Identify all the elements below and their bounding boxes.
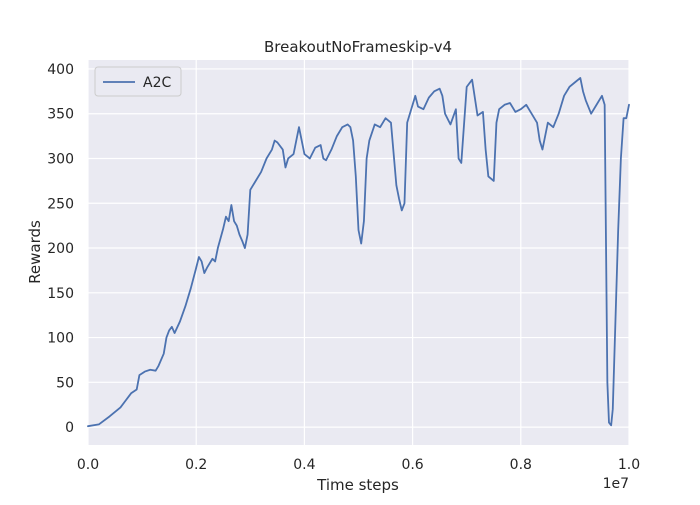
x-tick-label: 0.4	[293, 457, 315, 473]
series-line-a2c	[87, 77, 630, 428]
y-tick-label: 150	[47, 286, 74, 302]
y-tick-label: 350	[47, 107, 74, 123]
x-axis-ticks: 0.0 0.2 0.4 0.6 0.8 1.0	[77, 457, 640, 473]
series-layer	[87, 77, 630, 428]
x-axis-offset-label: 1e7	[603, 476, 629, 492]
x-axis-label: Time steps	[316, 476, 399, 494]
x-tick-label: 0.8	[510, 457, 532, 473]
legend-box	[94, 66, 182, 97]
y-tick-label: 200	[47, 241, 74, 257]
y-tick-label: 400	[47, 62, 74, 78]
y-tick-label: 250	[47, 196, 74, 212]
legend: A2C	[94, 66, 182, 97]
y-tick-label: 50	[56, 375, 74, 391]
y-axis-label: Rewards	[26, 220, 44, 284]
y-tick-label: 300	[47, 151, 74, 167]
x-tick-label: 0.0	[77, 457, 99, 473]
grid-lines	[87, 60, 630, 445]
plot-area-background	[88, 60, 629, 445]
chart-title: BreakoutNoFrameskip-v4	[264, 38, 452, 56]
y-tick-label: 0	[65, 420, 74, 436]
y-tick-label: 100	[47, 331, 74, 347]
legend-label-a2c: A2C	[143, 75, 171, 91]
y-axis-ticks: 0 50 100 150 200 250 300 350 400	[47, 62, 74, 436]
x-tick-label: 0.2	[185, 457, 207, 473]
x-tick-label: 1.0	[618, 457, 640, 473]
x-tick-label: 0.6	[401, 457, 423, 473]
